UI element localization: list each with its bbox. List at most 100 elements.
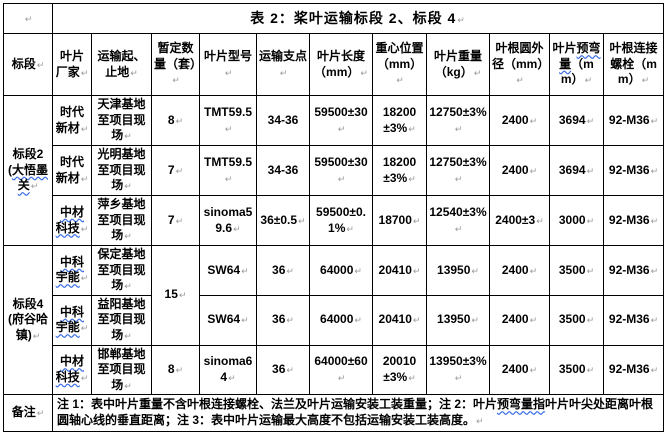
paragraph-mark: ↵: [412, 315, 421, 326]
cell-text-spellcheck: 大悟墨关: [11, 162, 48, 193]
cell-text: 92-M36: [608, 312, 650, 327]
cell-text: 标段2(: [7, 147, 44, 177]
cell-text: 34-36: [267, 112, 299, 127]
paragraph-mark: ↵: [124, 330, 132, 341]
table-cell: 92-M36↵: [602, 344, 665, 396]
cell-text: 2400: [501, 312, 529, 327]
cell-text: 7: [167, 162, 175, 177]
table-cell: 59500±30 ↵: [309, 145, 373, 196]
table-cell: TMT59.5 ↵: [199, 95, 257, 146]
paragraph-mark: ↵: [286, 315, 294, 326]
table-cell: 36±0.5↵: [256, 195, 310, 246]
table-cell: 18200±3%↵: [372, 95, 427, 146]
table-cell: 59500±30 ↵: [309, 95, 373, 146]
cell-text: SW64: [207, 312, 241, 327]
paragraph-mark: ↵: [412, 265, 421, 276]
paragraph-mark: ↵: [279, 67, 288, 78]
paragraph-mark: ↵: [586, 265, 595, 276]
paragraph-mark: ↵: [454, 173, 463, 184]
paragraph-mark: ↵: [650, 215, 659, 226]
table-cell: 36↵: [256, 245, 310, 296]
table-cell: 叶根连接螺栓（mm）↵: [602, 33, 665, 96]
header-row: 标段↵ 叶片厂家↵ 运输起、止地↵ 暂定数量（套）↵ 叶片型号↵ 运输支点↵ 叶片长度（mm…: [3, 33, 665, 96]
table-cell: sinoma59.6↵: [199, 195, 257, 246]
paragraph-mark: ↵: [286, 365, 294, 376]
table-cell: 7↵: [151, 195, 200, 246]
cell-text: 叶片叶尖处距离叶根圆轴心线的垂直距离；注 3：表中叶片运输最大高度不包括运输安装…: [57, 397, 654, 427]
cell-text: 92-M36: [608, 362, 650, 377]
cell-text: 12750±3%: [429, 104, 487, 119]
cell-text-spellcheck: 中科宇能: [55, 254, 84, 285]
table-cell: 92-M36↵: [602, 195, 665, 246]
cell-text: 7: [167, 212, 175, 227]
cell-text: 3500: [558, 312, 586, 327]
paragraph-mark: ↵: [529, 365, 538, 376]
table-cell: 3500↵: [549, 245, 604, 296]
cell-text: sinoma64: [203, 354, 253, 384]
table-cell: 叶根圆外径（mm） ↵: [489, 33, 550, 96]
paragraph-mark: ↵: [337, 372, 346, 383]
paragraph-mark: ↵: [536, 215, 544, 226]
cell-text: 3694: [558, 162, 586, 177]
cell-text: 2400: [501, 112, 529, 127]
paragraph-mark: ↵: [650, 115, 659, 126]
cell-text: 12750±3%: [429, 154, 487, 169]
paragraph-mark: ↵: [586, 215, 595, 226]
cell-text: 15: [164, 287, 178, 302]
paragraph-mark: ↵: [36, 59, 45, 70]
table-cell: 光明基地至项目现场↵: [91, 145, 152, 196]
table-cell: 暂定数量（套） ↵: [151, 33, 203, 96]
table-cell: 36↵: [256, 344, 310, 396]
paragraph-mark: ↵: [354, 315, 362, 326]
paragraph-mark: ↵: [337, 123, 346, 134]
cell-text: 叶片重量（kg）: [433, 48, 482, 79]
cell-text: 12540±3%: [429, 204, 487, 219]
table-cell: 中材科技↵: [52, 195, 92, 246]
cell-text: 萍乡基地至项目现场: [97, 197, 146, 243]
paragraph-mark: ↵: [298, 215, 306, 226]
paragraph-mark: ↵: [175, 365, 184, 376]
cell-text: （mm）: [560, 56, 594, 87]
cell-text: 36: [272, 312, 286, 327]
paragraph-mark: ↵: [80, 67, 89, 78]
paragraph-mark: ↵: [80, 273, 89, 284]
cell-text: 20010±3%: [382, 354, 417, 384]
blade-transport-table: ↵ 表 2：桨叶运输标段 2、标段 4↵ 标段↵ 叶片厂家↵ 运输起、止地↵ 暂定数量…: [3, 3, 665, 432]
paragraph-mark: ↵: [80, 173, 89, 184]
table-cell: 3694↵: [549, 95, 604, 146]
table-cell: 叶片预弯量（mm）↵: [549, 33, 604, 96]
paragraph-mark: ↵: [529, 265, 538, 276]
table-cell: 2400↵: [489, 95, 550, 146]
table-cell: 叶片重量（kg）↵: [426, 33, 490, 96]
cell-text: TMT59.5: [203, 104, 252, 119]
title-row: ↵ 表 2：桨叶运输标段 2、标段 4↵: [3, 3, 665, 34]
cell-text: 64000: [320, 312, 354, 327]
paragraph-mark: ↵: [233, 223, 241, 234]
cell-text: 59500±30: [314, 154, 368, 169]
cell-text: 59500±30: [314, 104, 368, 119]
paragraph-mark: ↵: [124, 181, 132, 192]
cell-text-spellcheck: 中材科技: [55, 354, 84, 384]
table-row: 中材科技↵ 萍乡基地至项目现场↵ 7↵ sinoma59.6↵ 36±0.5↵ 59500…: [4, 195, 665, 246]
table-cell: 18700↵: [372, 195, 427, 246]
paragraph-mark: ↵: [476, 415, 484, 426]
table-cell: SW64↵: [199, 294, 257, 346]
paragraph-mark: ↵: [529, 315, 538, 326]
paragraph-mark: ↵: [172, 75, 180, 86]
table-cell: 保定基地至项目现场↵: [91, 245, 152, 296]
table-cell: 13950±3% ↵: [426, 344, 490, 396]
cell-text: 59500±0.1%: [316, 204, 366, 235]
table-cell: 36↵: [256, 294, 310, 346]
paragraph-mark: ↵: [471, 265, 479, 276]
table-cell: 重心位置（mm） ↵: [372, 33, 427, 96]
cell-text: 重心位置（mm）: [375, 41, 424, 71]
notes-text: 注 1：表中叶片重量不含叶根连接螺栓、法兰及叶片运输安装工装重量；注 2：叶片预…: [51, 394, 665, 432]
paragraph-mark: ↵: [80, 323, 89, 334]
cell-text: 暂定数量（套）: [154, 41, 203, 71]
paragraph-mark: ↵: [454, 123, 463, 134]
table-cell: 2400±3↵: [489, 195, 550, 246]
table-cell: 运输支点 ↵: [256, 33, 310, 96]
notes-label: 备注↵: [3, 394, 53, 432]
cell-text: 36: [272, 262, 286, 277]
table-cell: 59500±0.1%↵: [309, 195, 373, 246]
